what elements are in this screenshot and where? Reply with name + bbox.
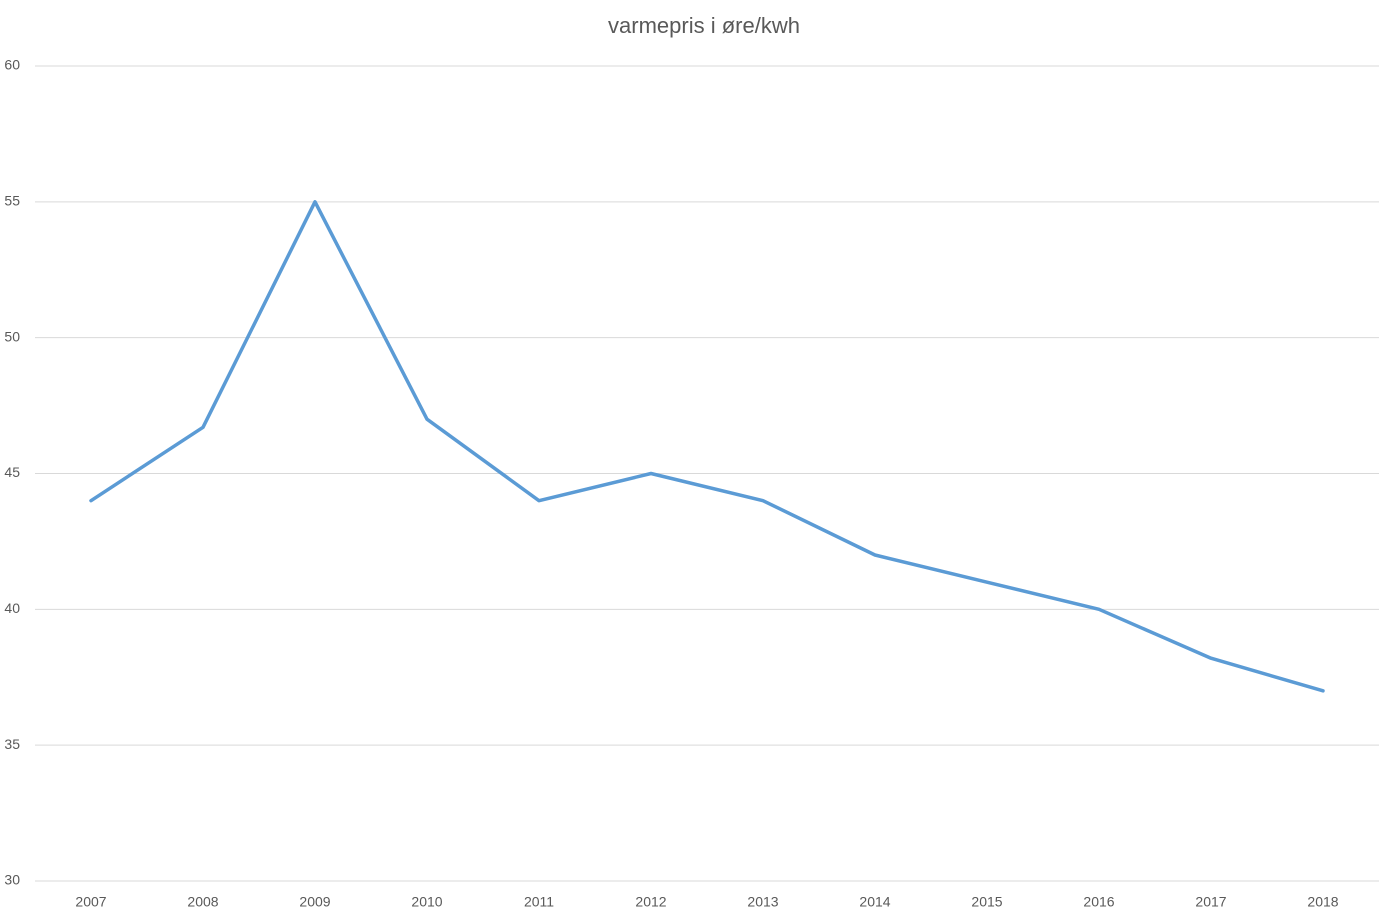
y-tick-label: 35 — [4, 736, 20, 752]
x-tick-label: 2013 — [747, 894, 778, 910]
x-tick-label: 2011 — [524, 894, 554, 910]
y-tick-label: 60 — [4, 57, 20, 73]
x-tick-label: 2009 — [299, 894, 330, 910]
x-tick-label: 2007 — [75, 894, 106, 910]
x-tick-label: 2017 — [1195, 894, 1226, 910]
y-tick-label: 45 — [4, 464, 20, 480]
x-tick-label: 2018 — [1307, 894, 1338, 910]
x-tick-label: 2008 — [187, 894, 218, 910]
data-line — [89, 200, 1325, 693]
y-tick-label: 50 — [4, 328, 20, 344]
x-tick-label: 2016 — [1083, 894, 1114, 910]
x-tick-label: 2012 — [635, 894, 666, 910]
y-tick-label: 55 — [4, 193, 20, 209]
x-tick-label: 2015 — [971, 894, 1002, 910]
x-tick-label: 2014 — [859, 894, 890, 910]
y-tick-label: 30 — [4, 872, 20, 888]
y-tick-label: 40 — [4, 600, 20, 616]
chart-title: varmepris i øre/kwh — [608, 13, 800, 38]
x-tick-label: 2010 — [411, 894, 442, 910]
